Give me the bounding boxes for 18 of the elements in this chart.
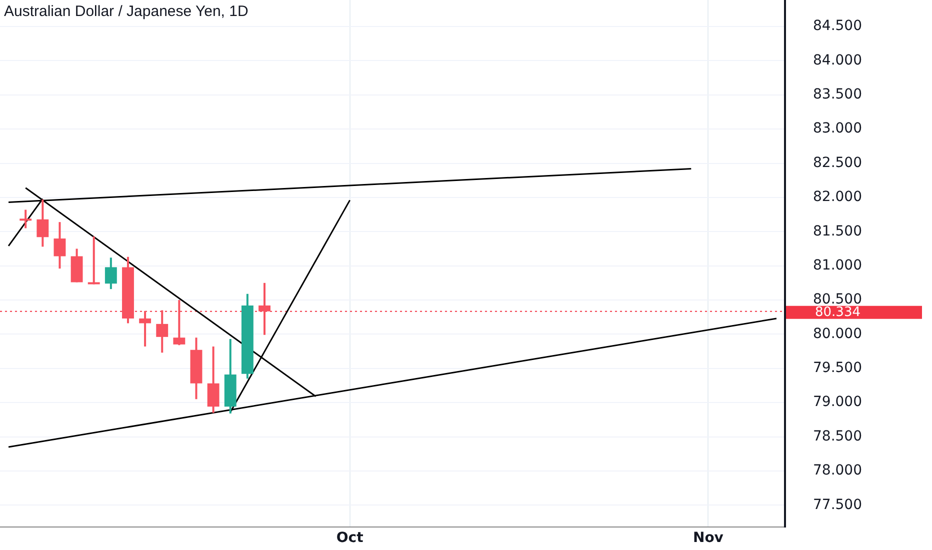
x-tick-label: Oct <box>336 530 364 546</box>
y-tick-label: 81.500 <box>813 223 862 240</box>
y-tick-label: 77.500 <box>813 496 862 513</box>
ref-line-label: 80.334 <box>815 305 860 320</box>
y-tick-label: 83.500 <box>813 86 862 103</box>
y-tick-label: 79.500 <box>813 360 862 376</box>
x-tick-label: Nov <box>692 530 724 546</box>
y-tick-label: 80.000 <box>813 326 862 342</box>
y-tick-label: 84.000 <box>813 52 862 68</box>
y-tick-label: 82.500 <box>813 154 862 171</box>
y-tick-label: 78.000 <box>813 462 862 479</box>
y-tick-label: 83.000 <box>813 120 862 137</box>
y-tick-label: 79.000 <box>813 394 862 410</box>
y-tick-label: 81.000 <box>813 257 862 274</box>
y-tick-label: 82.000 <box>813 189 862 206</box>
chart-title: Australian Dollar / Japanese Yen, 1D <box>4 3 248 20</box>
y-tick-label: 84.500 <box>813 18 862 34</box>
y-tick-label: 78.500 <box>813 428 862 444</box>
